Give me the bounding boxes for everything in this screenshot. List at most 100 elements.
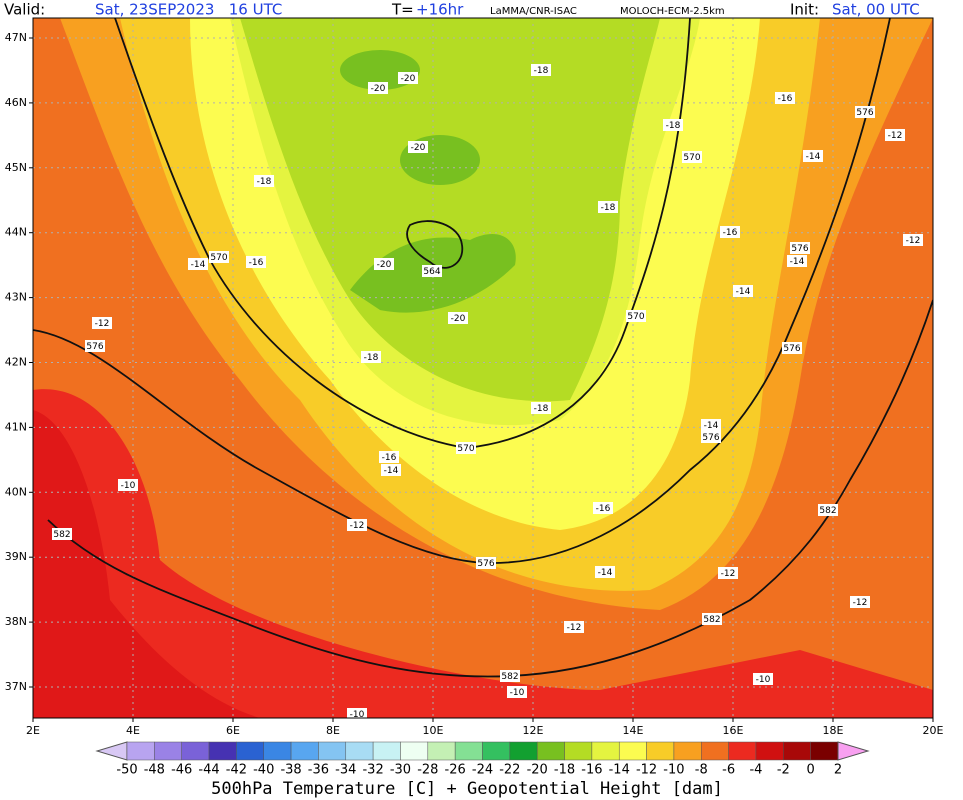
contour-label: 576 (856, 108, 873, 118)
contour-label: -16 (596, 504, 611, 514)
contour-label: -12 (567, 623, 582, 633)
init-label: Init: (790, 1, 819, 19)
contour-label-box (775, 92, 795, 104)
contour-label: -18 (601, 203, 616, 213)
colorbar-box (673, 741, 702, 761)
colorbar-tick-label: -12 (636, 763, 657, 778)
contour-label-box (347, 708, 367, 720)
contour-label-box (374, 258, 394, 270)
colorbar-tick-label: -4 (749, 763, 762, 778)
axes: 47N 46N 45N 44N 43N 42N 41N 40N 39N 38N 37N 2E 4E 6E 8… (5, 31, 944, 737)
colorbar-tick-label: -40 (253, 763, 274, 778)
contour-label: -20 (377, 260, 392, 270)
contour-label-box (92, 317, 112, 329)
contour-label: -16 (382, 453, 397, 463)
colorbar-box (728, 741, 757, 761)
contour-label-box (456, 442, 476, 454)
lat-label: 47N (5, 31, 27, 44)
lon-label: 4E (126, 724, 140, 737)
contour-label: -14 (598, 568, 613, 578)
contour-label-box (702, 613, 722, 625)
colorbar-tick-label: 0 (807, 763, 815, 778)
contour-label-box (188, 258, 208, 270)
contour-label-box (564, 621, 584, 633)
colorbar-tick-label: -24 (472, 763, 493, 778)
contour-label: 582 (501, 672, 518, 682)
contour-label-box (701, 419, 721, 431)
contour-label: -18 (534, 66, 549, 76)
contour-label: -20 (451, 314, 466, 324)
contour-label: 570 (457, 444, 474, 454)
contour-label-box (476, 557, 496, 569)
colorbar-box (783, 741, 811, 761)
colorbar-tick-label: -36 (308, 763, 329, 778)
contour-label-box (379, 451, 399, 463)
colorbar-box (208, 741, 237, 761)
colorbar-tick-label: -46 (171, 763, 192, 778)
contour-label-box (422, 265, 442, 277)
lon-label: 8E (326, 724, 340, 737)
colorbar-under (95, 741, 128, 761)
lat-label: 38N (5, 615, 27, 628)
contour-label-box (720, 226, 740, 238)
contour-label: -12 (721, 569, 736, 579)
contour-label-box (209, 251, 229, 263)
colorbar-box (810, 741, 839, 761)
colorbar-box (400, 741, 429, 761)
contour-label-box (790, 242, 810, 254)
colorbar-tick-label: -20 (527, 763, 548, 778)
contour-label-box (254, 175, 274, 187)
colorbar-box (482, 741, 511, 761)
contour-label-box (593, 502, 613, 514)
field-lightgreen (240, 18, 660, 402)
colorbar-tick-label: -16 (581, 763, 602, 778)
colorbar-tick-label: -42 (226, 763, 247, 778)
contour-label-box (903, 234, 923, 246)
model: MOLOCH-ECM-2.5km (620, 6, 725, 17)
contour-label: 564 (423, 267, 440, 277)
contour-label-box (368, 82, 388, 94)
lon-label: 10E (423, 724, 444, 737)
lon-label: 18E (823, 724, 844, 737)
contour-label: -20 (371, 84, 386, 94)
contour-label-box (818, 504, 838, 516)
colorbar-tick-label: -6 (722, 763, 735, 778)
colorbar-box (509, 741, 538, 761)
contour-label: 570 (210, 253, 227, 263)
colorbar-tick-label: -38 (280, 763, 301, 778)
contour-label: -10 (121, 481, 136, 491)
contour-label-box (500, 670, 520, 682)
contour-label: 576 (702, 433, 719, 443)
colorbar-box (181, 741, 210, 761)
contour-label: 570 (683, 153, 700, 163)
colorbar-box (427, 741, 456, 761)
colorbar-tick-label: -22 (499, 763, 520, 778)
contour-label-box (753, 673, 773, 685)
contour-label: -16 (778, 94, 793, 104)
colorbar-box (755, 741, 784, 761)
colorbar-box (618, 741, 647, 761)
colorbar-box (263, 741, 292, 761)
colorbar-tick-label: -44 (198, 763, 219, 778)
contour-label-box (246, 256, 266, 268)
contour-label-box (531, 64, 551, 76)
contour-label: 576 (86, 342, 103, 352)
contour-label-box (361, 351, 381, 363)
contour-label: 582 (819, 506, 836, 516)
colorbar-box (646, 741, 675, 761)
init-time: Sat, 00 UTC (832, 1, 920, 19)
colorbar-box (290, 741, 319, 761)
colorbar-tick-label: -26 (445, 763, 466, 778)
colorbar-box (318, 741, 347, 761)
plot-frame (32, 17, 934, 719)
contour-label: -18 (534, 404, 549, 414)
contour-label: -16 (249, 258, 264, 268)
valid-time: Sat, 23SEP2023 16 UTC (95, 1, 282, 19)
field-red (33, 389, 933, 718)
lat-label: 40N (5, 485, 27, 498)
contour-label: -10 (756, 675, 771, 685)
contour-label-box (885, 129, 905, 141)
colorbar-over (837, 741, 870, 761)
colorbar-box (591, 741, 620, 761)
